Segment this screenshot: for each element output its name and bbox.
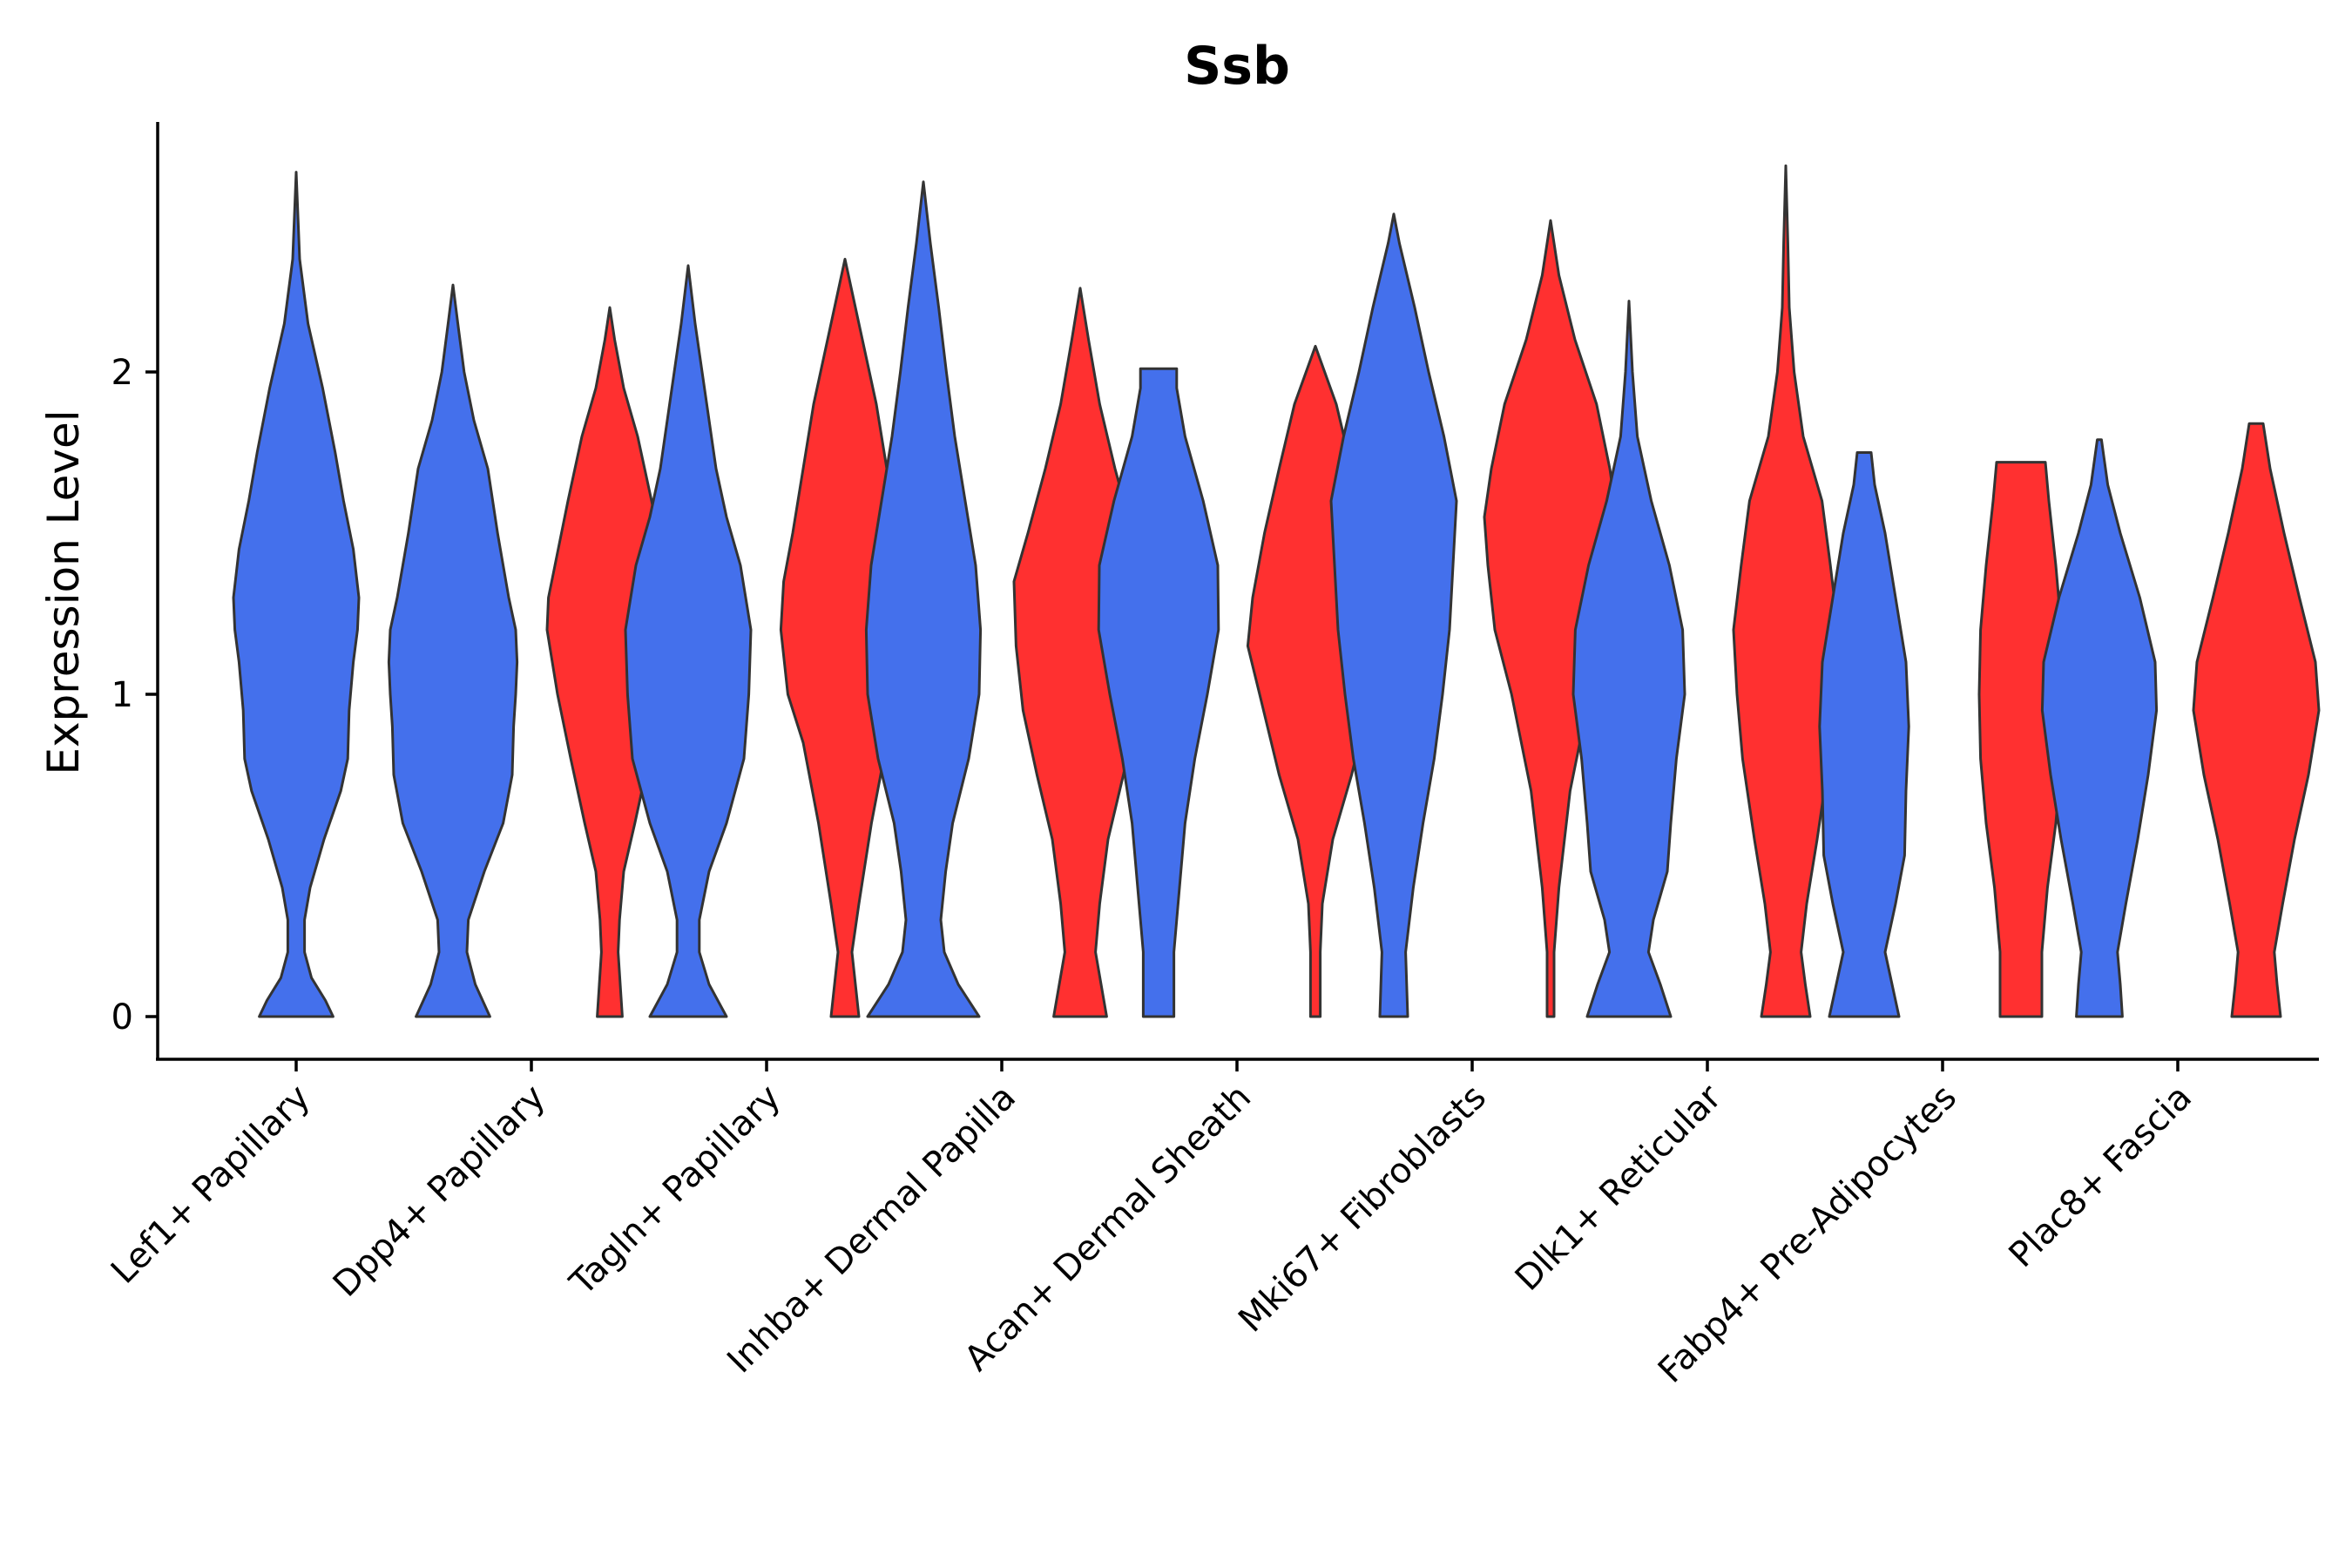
x-tick-label-dpp4-papillary: Dpp4+ Papillary <box>326 1078 553 1305</box>
violin-dpp4-papillary-group-1 <box>387 283 519 1018</box>
y-axis-label: Expression Level <box>38 409 89 774</box>
violin-tagln-papillary-group-1 <box>624 264 753 1018</box>
y-tick-label: 0 <box>112 997 133 1037</box>
y-tick-label: 2 <box>112 353 133 393</box>
violins <box>232 164 2321 1018</box>
x-tick-label-plac8-fascia: Plac8+ Fascia <box>2002 1078 2200 1276</box>
x-tick-label-lef1-papillary: Lef1+ Papillary <box>104 1078 318 1292</box>
violin-mki67-fibroblasts-group-1 <box>1329 213 1458 1018</box>
chart-title: Ssb <box>1184 36 1290 97</box>
x-tick-label-tagln-papillary: Tagln+ Papillary <box>562 1078 788 1304</box>
violin-inhba-dermal-papilla-group-1 <box>864 180 983 1018</box>
violin-plac8-fascia-group-1 <box>2040 438 2159 1018</box>
x-tick-label-mki67-fibroblasts: Mki67+ Fibroblasts <box>1231 1078 1494 1341</box>
violin-dpp4-papillary-group-2 <box>545 306 674 1018</box>
violin-lef1-papillary-group-1 <box>232 171 361 1018</box>
violin-inhba-dermal-papilla-group-2 <box>1012 287 1148 1018</box>
violin-dlk1-reticular-group-2 <box>1732 164 1840 1018</box>
violin-dlk1-reticular-group-1 <box>1571 300 1686 1018</box>
x-ticks: Lef1+ Papillary Dpp4+ Papillary Tagln+ Pap… <box>104 1059 2200 1391</box>
y-ticks: 0 1 2 <box>112 353 158 1037</box>
violin-plac8-fascia-group-2 <box>2192 422 2321 1018</box>
violin-acan-dermal-sheath-group-1 <box>1097 367 1220 1018</box>
violin-fabp4-pre-adipocytes-group-1 <box>1818 451 1910 1018</box>
y-tick-label: 1 <box>112 675 133 715</box>
x-tick-label-dlk1-reticular: Dlk1+ Reticular <box>1508 1077 1730 1299</box>
